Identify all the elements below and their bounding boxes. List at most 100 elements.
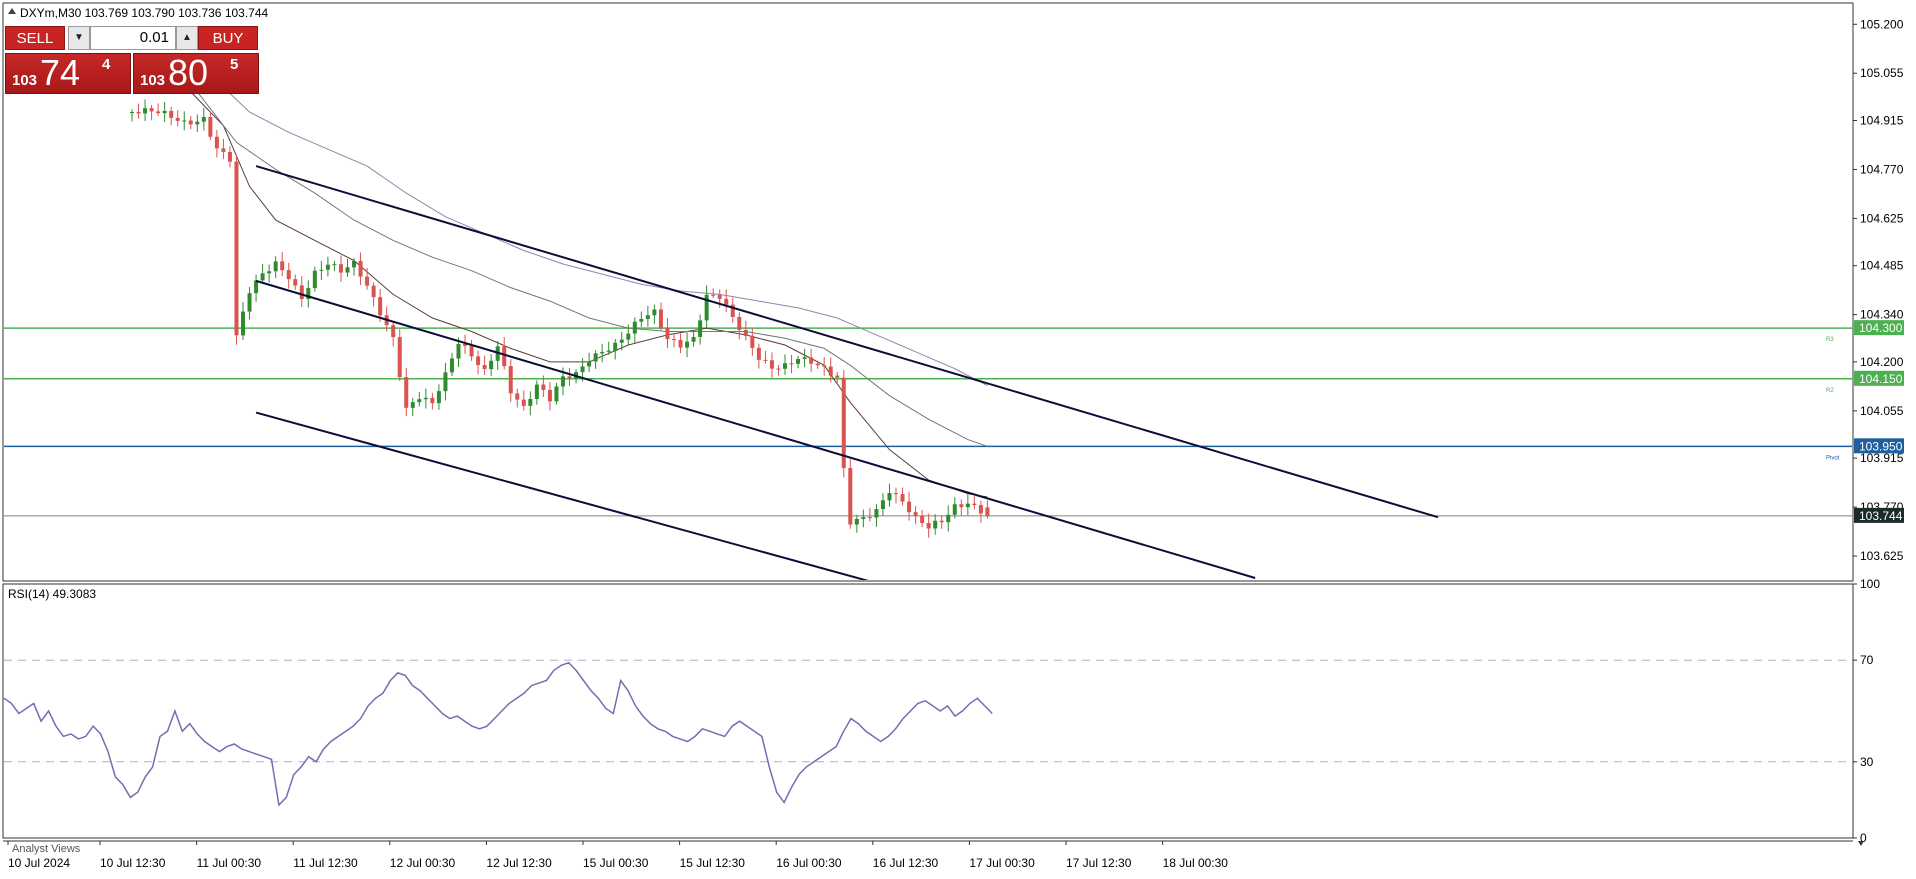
time-tick-label: 11 Jul 12:30 [293, 856, 358, 870]
candle-body [515, 393, 520, 400]
candle-body [933, 520, 938, 529]
candle-body [730, 304, 735, 317]
candle-body [671, 339, 676, 341]
rsi-tick-label: 100 [1860, 577, 1880, 591]
candle-body [456, 343, 461, 359]
lot-size-input[interactable]: 0.01 [90, 26, 176, 50]
candle-body [397, 337, 402, 378]
scroll-down-icon[interactable] [1858, 841, 1864, 846]
one-click-trading-panel: SELL ▼ 0.01 ▲ BUY 103 74 4 103 80 5 [5, 26, 259, 96]
buy-button[interactable]: BUY [198, 26, 258, 50]
sell-price-prefix: 103 [12, 72, 38, 89]
lot-decrease-button[interactable]: ▼ [68, 26, 90, 50]
candle-body [476, 356, 481, 366]
candle-body [959, 504, 964, 508]
candle-body [854, 518, 859, 525]
candle-body [913, 512, 918, 516]
candle-body [260, 273, 265, 281]
candle-body [241, 311, 246, 336]
candle-body [600, 351, 605, 354]
candle-body [815, 363, 820, 366]
collapse-arrow-icon[interactable] [8, 8, 16, 14]
rsi-tick-label: 70 [1860, 653, 1874, 667]
candle-body [717, 294, 722, 299]
candle-body [521, 399, 526, 406]
level-badge [1854, 320, 1904, 336]
sell-button[interactable]: SELL [5, 26, 65, 50]
channel-trendline [255, 411, 869, 580]
price-tick-label: 103.625 [1860, 549, 1904, 563]
current-price-badge [1854, 507, 1904, 523]
candle-body [443, 372, 448, 392]
channel-trendline [255, 279, 1256, 579]
candle-body [162, 110, 167, 114]
candle-body [404, 377, 409, 408]
level-badge-label: 103.950 [1859, 439, 1903, 453]
candle-body [130, 112, 134, 114]
rsi-pane-border [2, 583, 1854, 839]
level-badge [1854, 438, 1904, 454]
price-tick-label: 104.200 [1860, 355, 1904, 369]
candle-body [756, 347, 761, 360]
candle-body [319, 269, 324, 271]
candle-body [430, 397, 435, 404]
candle-body [841, 377, 846, 469]
candle-body [175, 117, 180, 121]
buy-price-box[interactable]: 103 80 5 [133, 53, 259, 94]
candle-body [528, 398, 533, 406]
candle-body [534, 384, 539, 399]
candle-body [547, 389, 552, 402]
time-tick-label: 12 Jul 12:30 [486, 856, 552, 870]
symbol-header: DXYm,M30 103.769 103.790 103.736 103.744 [20, 6, 269, 20]
candle-body [463, 343, 468, 346]
candle-body [325, 264, 330, 270]
main-pane-border [2, 2, 1854, 582]
candle-body [254, 280, 259, 294]
price-tick-label: 104.485 [1860, 259, 1904, 273]
candle-body [763, 359, 768, 361]
price-tick-label: 104.770 [1860, 162, 1904, 176]
lot-increase-button[interactable]: ▲ [176, 26, 198, 50]
candle-body [541, 384, 546, 390]
price-tick-label: 104.340 [1860, 308, 1904, 322]
candle-body [828, 366, 833, 376]
candle-body [449, 358, 454, 373]
sell-price-big: 74 [40, 52, 81, 93]
candle-body [776, 368, 781, 370]
candle-body [698, 320, 703, 337]
sell-price-box[interactable]: 103 74 4 [5, 53, 131, 94]
candle-body [822, 365, 827, 367]
candle-body [410, 402, 415, 408]
candle-body [312, 270, 317, 289]
candle-body [247, 293, 252, 312]
candle-body [306, 288, 311, 300]
rsi-label: RSI(14) 49.3083 [8, 587, 96, 601]
candle-body [724, 298, 729, 305]
time-tick-label: 15 Jul 00:30 [583, 856, 649, 870]
candle-body [874, 509, 879, 518]
candle-body [965, 503, 970, 508]
time-tick-label: 17 Jul 00:30 [969, 856, 1035, 870]
candle-body [920, 515, 925, 524]
candle-body [652, 309, 657, 316]
candle-body [560, 376, 565, 387]
candle-body [378, 297, 383, 316]
candle-body [182, 120, 187, 122]
rsi-tick-label: 30 [1860, 755, 1874, 769]
buy-price-prefix: 103 [140, 72, 166, 89]
footer-text[interactable]: Analyst Views [12, 843, 81, 855]
candle-body [796, 359, 801, 364]
candle-body [632, 321, 637, 334]
candle-body [208, 117, 213, 137]
candle-body [639, 318, 644, 322]
candle-body [136, 112, 141, 114]
time-tick-label: 10 Jul 2024 [8, 856, 70, 870]
sell-price-sup: 4 [102, 56, 111, 73]
candle-body [201, 117, 206, 122]
candle-body [835, 375, 840, 378]
candle-body [613, 342, 618, 351]
price-tick-label: 103.915 [1860, 451, 1904, 465]
candle-body [985, 507, 990, 516]
